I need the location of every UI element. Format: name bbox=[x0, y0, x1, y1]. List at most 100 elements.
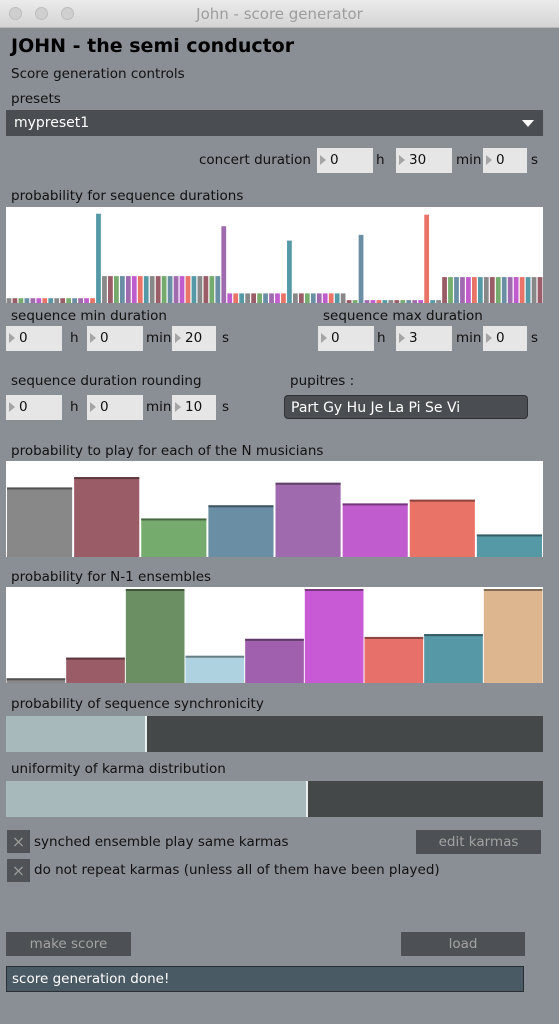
sequence-duration-bar[interactable] bbox=[460, 277, 465, 303]
sequence-duration-bar[interactable] bbox=[424, 214, 430, 303]
sequence-duration-bar[interactable] bbox=[400, 300, 406, 303]
sequence-duration-bar[interactable] bbox=[96, 213, 101, 303]
sequence-duration-bar[interactable] bbox=[108, 276, 113, 303]
sequence-duration-bar[interactable] bbox=[84, 298, 89, 303]
sequence-duration-bar[interactable] bbox=[161, 276, 167, 303]
sequence-duration-bar[interactable] bbox=[525, 277, 531, 303]
sequence-min-minutes-field[interactable]: 0 bbox=[87, 326, 143, 351]
zoom-window-button[interactable] bbox=[61, 7, 74, 20]
ensemble-probability-bar[interactable] bbox=[424, 634, 483, 683]
sequence-duration-bar[interactable] bbox=[531, 277, 537, 303]
sequence-duration-bar[interactable] bbox=[466, 277, 471, 303]
sequence-duration-bar[interactable] bbox=[263, 293, 268, 303]
concert-duration-hours-field[interactable]: 0 bbox=[317, 148, 373, 173]
ensembles-probability-bars[interactable] bbox=[6, 587, 543, 683]
sequence-duration-bar[interactable] bbox=[137, 276, 143, 303]
sequence-duration-bar[interactable] bbox=[221, 226, 227, 303]
musicians-probability-panel[interactable] bbox=[6, 461, 543, 557]
sequence-duration-bar[interactable] bbox=[448, 277, 453, 303]
preset-dropdown[interactable]: mypreset1 bbox=[6, 110, 543, 136]
sequence-duration-bar[interactable] bbox=[72, 298, 77, 303]
sequence-duration-bar[interactable] bbox=[519, 277, 525, 303]
sequence-max-minutes-field[interactable]: 3 bbox=[396, 326, 452, 351]
sequence-duration-bar[interactable] bbox=[60, 298, 66, 303]
sequence-duration-bar[interactable] bbox=[513, 277, 519, 303]
sequence-duration-bar[interactable] bbox=[281, 293, 286, 303]
sequence-max-seconds-field[interactable]: 0 bbox=[483, 326, 527, 351]
sequence-duration-bar[interactable] bbox=[42, 298, 48, 303]
sequence-duration-bar[interactable] bbox=[507, 277, 513, 303]
sequence-duration-bar[interactable] bbox=[483, 277, 489, 303]
sequence-duration-bar[interactable] bbox=[328, 293, 334, 303]
sequence-duration-bar[interactable] bbox=[119, 276, 125, 303]
sequence-duration-bar[interactable] bbox=[173, 276, 179, 303]
karma-uniformity-slider[interactable] bbox=[6, 781, 543, 817]
musician-probability-bar[interactable] bbox=[409, 499, 475, 557]
sequence-duration-bar[interactable] bbox=[131, 276, 137, 303]
sequence-duration-bar[interactable] bbox=[269, 293, 274, 303]
sequence-durations-histogram[interactable] bbox=[6, 207, 543, 303]
sequence-duration-bar[interactable] bbox=[197, 276, 203, 303]
ensemble-probability-bar[interactable] bbox=[185, 655, 245, 683]
concert-duration-minutes-field[interactable]: 30 bbox=[396, 148, 452, 173]
sequence-duration-bar[interactable] bbox=[430, 300, 435, 303]
sequence-duration-bar[interactable] bbox=[298, 293, 304, 303]
sequence-duration-bar[interactable] bbox=[167, 276, 173, 303]
sequence-duration-bar[interactable] bbox=[346, 300, 352, 303]
sequence-duration-bar[interactable] bbox=[12, 298, 18, 303]
synched-ensemble-checkbox[interactable]: × bbox=[7, 830, 30, 853]
musician-probability-bar[interactable] bbox=[275, 482, 341, 557]
sequence-min-hours-field[interactable]: 0 bbox=[6, 326, 62, 351]
sequence-duration-bar[interactable] bbox=[18, 298, 24, 303]
sequence-duration-bar[interactable] bbox=[376, 300, 382, 303]
sequence-duration-bar[interactable] bbox=[155, 276, 161, 303]
sequence-duration-bar[interactable] bbox=[501, 277, 507, 303]
sequence-duration-bar[interactable] bbox=[436, 300, 441, 303]
sequence-duration-bar[interactable] bbox=[418, 300, 424, 303]
sequence-duration-bar[interactable] bbox=[239, 293, 245, 303]
ensemble-probability-bar[interactable] bbox=[125, 589, 185, 683]
sequence-duration-bar[interactable] bbox=[293, 293, 298, 303]
sequence-duration-bar[interactable] bbox=[78, 298, 83, 303]
sequence-duration-bar[interactable] bbox=[90, 298, 95, 303]
sequence-min-seconds-field[interactable]: 20 bbox=[172, 326, 216, 351]
karma-uniformity-slider-handle[interactable] bbox=[306, 781, 308, 817]
sequence-duration-bar[interactable] bbox=[472, 277, 477, 303]
sequence-duration-bar[interactable] bbox=[143, 276, 149, 303]
sequence-duration-bar[interactable] bbox=[304, 293, 310, 303]
sequence-duration-bar[interactable] bbox=[233, 293, 239, 303]
musician-probability-bar[interactable] bbox=[7, 487, 73, 557]
ensemble-probability-bar[interactable] bbox=[66, 657, 125, 683]
sequence-duration-bar[interactable] bbox=[209, 276, 215, 303]
sequence-duration-bar[interactable] bbox=[477, 277, 483, 303]
rounding-hours-field[interactable]: 0 bbox=[6, 395, 62, 420]
sequence-duration-bar[interactable] bbox=[316, 293, 322, 303]
sequence-duration-bar[interactable] bbox=[454, 277, 459, 303]
sequence-duration-bar[interactable] bbox=[48, 298, 54, 303]
sequence-duration-bar[interactable] bbox=[191, 276, 197, 303]
sequence-duration-bar[interactable] bbox=[489, 277, 495, 303]
sequence-duration-bar[interactable] bbox=[406, 300, 412, 303]
sequence-duration-bar[interactable] bbox=[495, 277, 501, 303]
rounding-minutes-field[interactable]: 0 bbox=[87, 395, 143, 420]
ensemble-probability-bar[interactable] bbox=[6, 678, 66, 683]
sequence-duration-bar[interactable] bbox=[412, 300, 418, 303]
sequence-duration-bar[interactable] bbox=[54, 298, 60, 303]
synchronicity-slider[interactable] bbox=[6, 716, 543, 752]
sequence-duration-bar[interactable] bbox=[352, 300, 358, 303]
edit-karmas-button[interactable]: edit karmas bbox=[416, 830, 541, 854]
sequence-duration-bar[interactable] bbox=[245, 293, 251, 303]
sequence-durations-bars[interactable] bbox=[6, 207, 543, 303]
sequence-duration-bar[interactable] bbox=[203, 276, 209, 303]
sequence-duration-bar[interactable] bbox=[6, 298, 12, 303]
load-button[interactable]: load bbox=[401, 932, 525, 956]
musician-probability-bar[interactable] bbox=[74, 477, 140, 557]
sequence-duration-bar[interactable] bbox=[358, 234, 364, 303]
ensemble-probability-bar[interactable] bbox=[483, 589, 543, 683]
sequence-duration-bar[interactable] bbox=[537, 277, 543, 303]
sequence-duration-bar[interactable] bbox=[364, 300, 370, 303]
sequence-duration-bar[interactable] bbox=[382, 300, 388, 303]
sequence-duration-bar[interactable] bbox=[322, 293, 328, 303]
sequence-duration-bar[interactable] bbox=[251, 293, 256, 303]
sequence-duration-bar[interactable] bbox=[125, 276, 131, 303]
